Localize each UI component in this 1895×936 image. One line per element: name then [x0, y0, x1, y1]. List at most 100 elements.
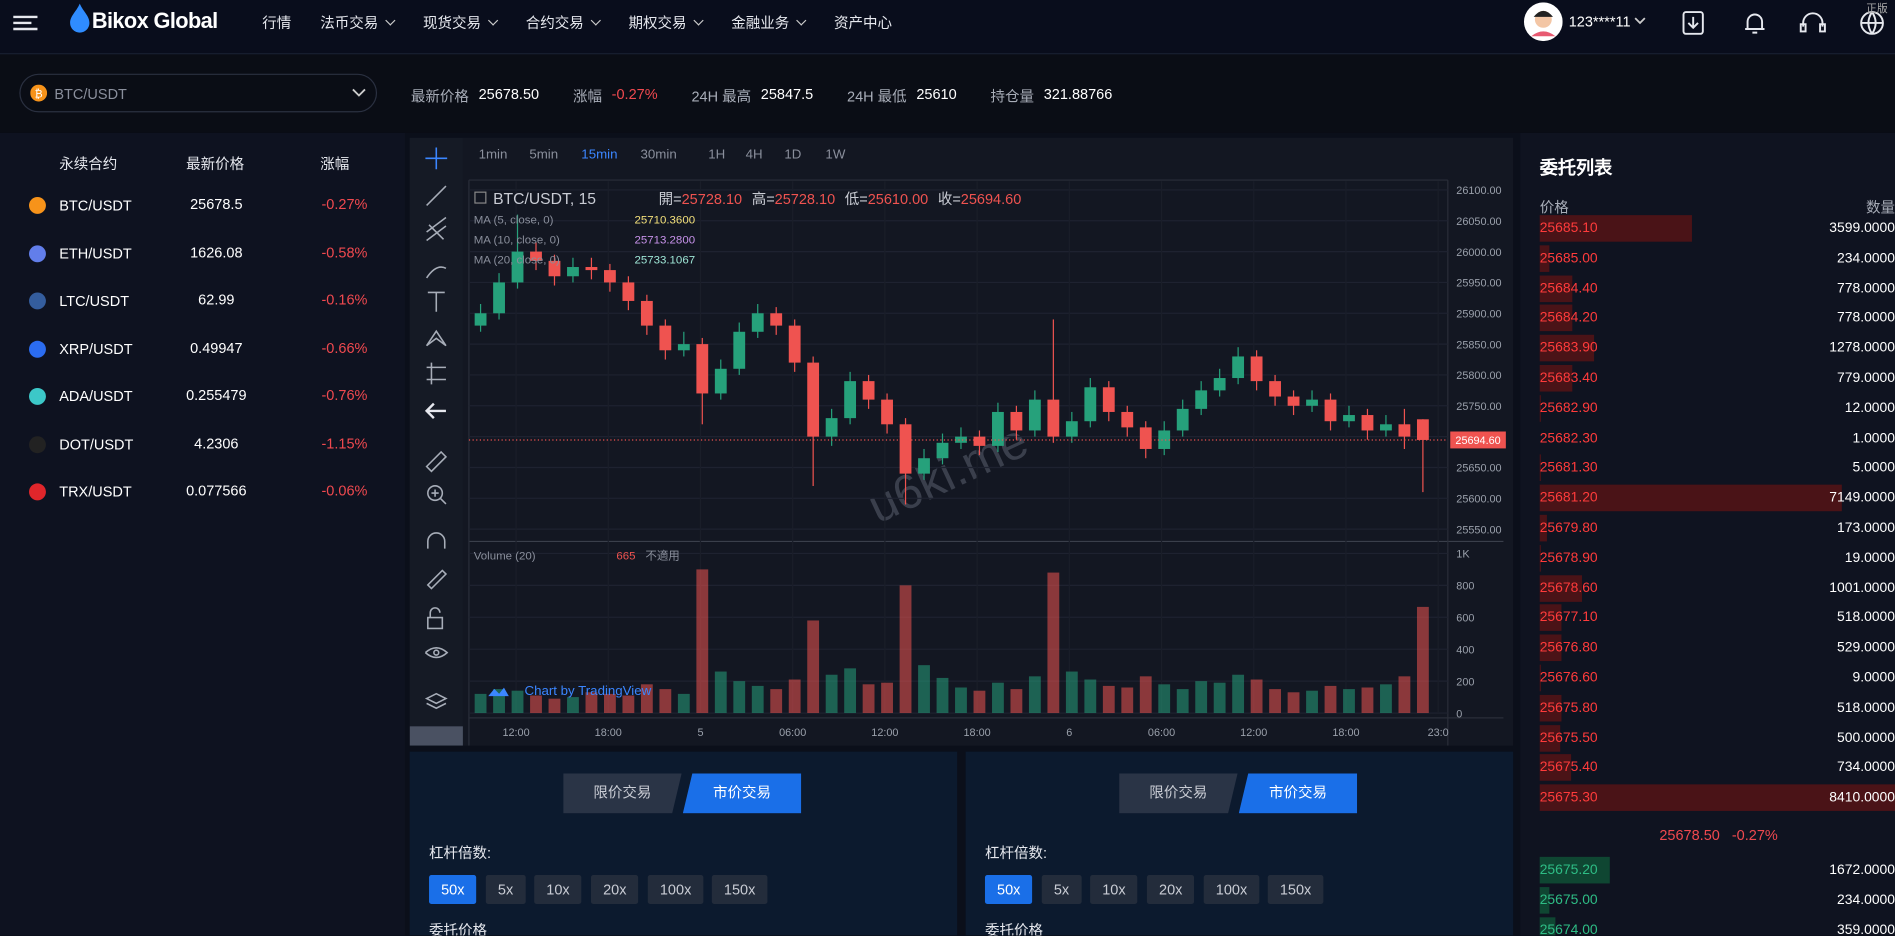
stat-value: 321.88766 [1043, 85, 1113, 103]
ask-row[interactable]: 25676.60 9.0000 [1539, 664, 1895, 692]
bid-row[interactable]: 25674.00 359.0000 [1539, 916, 1895, 936]
order-price: 25676.60 [1539, 670, 1598, 686]
interval-button[interactable]: 1D [784, 146, 801, 161]
leverage-button[interactable]: 150x [1267, 874, 1324, 904]
credit-logo [488, 687, 509, 697]
pair-name[interactable]: ADA/USDT [59, 387, 133, 405]
interval-button[interactable]: 5min [529, 146, 558, 161]
coin-icon [29, 387, 46, 405]
tab-button[interactable]: 限价交易 [563, 773, 682, 814]
order-price: 25682.90 [1539, 400, 1598, 416]
interval-button[interactable]: 30min [641, 146, 677, 161]
ask-row[interactable]: 25678.60 1001.0000 [1539, 574, 1895, 602]
ask-row[interactable]: 25678.90 19.0000 [1539, 544, 1895, 572]
menu-item[interactable]: 期权交易 [629, 11, 703, 32]
pair-change: -0.76% [321, 386, 368, 404]
interval-button[interactable]: 15min [581, 146, 617, 161]
candle-body [862, 381, 875, 400]
depth-bar [1539, 245, 1550, 272]
ask-row[interactable]: 25675.50 500.0000 [1539, 724, 1895, 752]
ask-row[interactable]: 25681.20 7149.0000 [1539, 484, 1895, 512]
menu-item[interactable]: 法币交易 [320, 11, 394, 32]
tab-button[interactable]: 限价交易 [1119, 773, 1238, 814]
ohlc-value: 25728.10 [775, 192, 835, 208]
ask-row[interactable]: 25684.40 778.0000 [1539, 275, 1895, 302]
leverage-button[interactable]: 50x [984, 874, 1033, 904]
menu-icon[interactable] [12, 12, 41, 34]
tab-button[interactable]: 市价交易 [682, 773, 802, 814]
ask-row[interactable]: 25684.20 778.0000 [1539, 305, 1895, 332]
leverage-button[interactable]: 50x [429, 874, 477, 904]
bid-row[interactable]: 25675.20 1672.0000 [1539, 856, 1895, 884]
corner-label: 正版 [1866, 2, 1888, 15]
ask-row[interactable]: 25683.40 779.0000 [1539, 364, 1895, 392]
ask-row[interactable]: 25685.10 3599.0000 [1539, 215, 1895, 242]
x-tick-label: 6 [1066, 727, 1072, 739]
pair-name[interactable]: ETH/USDT [59, 244, 132, 262]
watermark: u6ki.me [860, 414, 1036, 534]
leverage-button[interactable]: 5x [485, 874, 526, 904]
tab-button[interactable]: 市价交易 [1238, 773, 1358, 814]
pair-name[interactable]: BTC/USDT [59, 196, 132, 214]
interval-button[interactable]: 1min [479, 146, 508, 161]
leverage-button[interactable]: 100x [647, 874, 704, 904]
menu-item[interactable]: 现货交易 [423, 11, 497, 32]
ask-row[interactable]: 25683.90 1278.0000 [1539, 334, 1895, 362]
pair-name[interactable]: XRP/USDT [59, 340, 133, 358]
ask-row[interactable]: 25676.80 529.0000 [1539, 634, 1895, 662]
menu-item[interactable]: 行情 [262, 13, 292, 31]
candle-body [1102, 387, 1115, 412]
bid-row[interactable]: 25675.00 234.0000 [1539, 886, 1895, 914]
tool-collapse[interactable] [409, 726, 463, 746]
candle-body [733, 331, 746, 369]
order-qty: 9.0000 [1852, 670, 1895, 686]
interval-button[interactable]: 1H [708, 146, 725, 161]
leverage-button[interactable]: 100x [1203, 874, 1260, 904]
ask-row[interactable]: 25675.40 734.0000 [1539, 754, 1895, 782]
menu-item[interactable]: 合约交易 [526, 11, 600, 32]
volume-tick-label: 0 [1456, 708, 1462, 720]
price-label: 委托价格 [429, 922, 488, 936]
logo-text[interactable]: Bikox Global [91, 8, 218, 33]
svg-text:₿: ₿ [35, 88, 43, 100]
leverage-button[interactable]: 5x [1041, 874, 1082, 904]
interval-button[interactable]: 4H [746, 146, 763, 161]
volume-bar [899, 585, 912, 714]
x-tick-label: 06:00 [1148, 727, 1175, 739]
candle-body [493, 282, 505, 314]
order-qty: 173.0000 [1837, 520, 1895, 536]
ask-row[interactable]: 25682.30 1.0000 [1539, 424, 1895, 452]
leverage-button[interactable]: 10x [1090, 874, 1138, 904]
leverage-button[interactable]: 20x [590, 874, 639, 904]
leverage-button[interactable]: 150x [711, 874, 768, 904]
ask-row[interactable]: 25679.80 173.0000 [1539, 514, 1895, 542]
ask-row[interactable]: 25682.90 12.0000 [1539, 394, 1895, 422]
leverage-button[interactable]: 20x [1146, 874, 1195, 904]
ask-row[interactable]: 25685.00 234.0000 [1539, 245, 1895, 272]
order-qty: 8410.0000 [1829, 790, 1895, 806]
candle-body [1176, 408, 1189, 431]
ohlc-label: 低= [845, 191, 868, 208]
user-name[interactable]: 123****11 [1568, 13, 1631, 31]
pair-name[interactable]: DOT/USDT [59, 435, 134, 453]
pair-name[interactable]: TRX/USDT [59, 483, 132, 501]
avatar[interactable] [1523, 2, 1563, 42]
menu-item[interactable]: 金融业务 [731, 11, 805, 32]
ask-row[interactable]: 25677.10 518.0000 [1539, 604, 1895, 632]
menu-item[interactable]: 资产中心 [834, 13, 893, 31]
legend-toggle[interactable] [474, 191, 487, 204]
stat-label: 24H 最高 [691, 88, 752, 106]
user-caret[interactable] [1634, 17, 1646, 27]
ask-row[interactable]: 25675.30 8410.0000 [1539, 784, 1895, 812]
ask-row[interactable]: 25681.30 5.0000 [1539, 454, 1895, 482]
stat-value: 25847.5 [760, 85, 814, 103]
pair-name[interactable]: LTC/USDT [59, 292, 130, 310]
ask-row[interactable]: 25675.80 518.0000 [1539, 694, 1895, 722]
interval-button[interactable]: 1W [825, 146, 845, 161]
order-qty: 500.0000 [1837, 730, 1895, 746]
pair-selector[interactable]: ₿ BTC/USDT [19, 73, 378, 113]
leverage-button[interactable]: 10x [534, 874, 582, 904]
candle-body [751, 313, 764, 332]
tradingview-credit[interactable]: Chart by TradingView [525, 683, 652, 698]
ma-value: 25733.1067 [634, 254, 695, 266]
